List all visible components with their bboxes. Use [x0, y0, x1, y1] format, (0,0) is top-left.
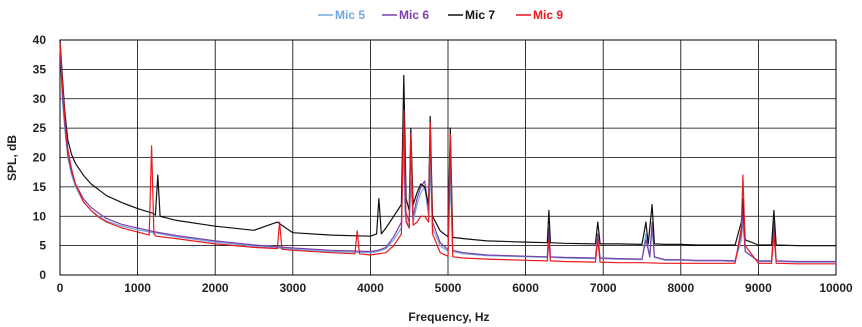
- x-tick-label: 7000: [590, 281, 617, 295]
- y-tick-label: 35: [33, 62, 47, 76]
- x-tick-label: 2000: [202, 281, 229, 295]
- legend-label: Mic 9: [533, 8, 563, 22]
- x-tick-label: 8000: [667, 281, 694, 295]
- x-tick-label: 1000: [124, 281, 151, 295]
- x-tick-label: 10000: [819, 281, 853, 295]
- x-tick-label: 4000: [357, 281, 384, 295]
- x-tick-label: 5000: [435, 281, 462, 295]
- x-axis-tick-labels: 0 1000 2000 3000 4000 5000 6000 7000 8000 9000 100…: [57, 281, 853, 295]
- y-tick-label: 25: [33, 121, 47, 135]
- y-tick-label: 15: [33, 180, 47, 194]
- y-tick-label: 40: [33, 33, 47, 47]
- series-line-mic-9: [59, 42, 836, 265]
- y-axis-label: SPL, dB: [5, 135, 19, 181]
- x-axis-label: Frequency, Hz: [408, 310, 489, 324]
- legend-item-mic-5: Mic 5: [318, 8, 365, 22]
- x-tick-label: 0: [57, 281, 64, 295]
- legend-item-mic-9: Mic 9: [516, 8, 563, 22]
- legend-label: Mic 5: [335, 8, 365, 22]
- y-axis-tick-labels: 0 5 10 15 20 25 30 35 40: [33, 33, 47, 282]
- x-tick-label: 6000: [512, 281, 539, 295]
- y-tick-label: 10: [33, 209, 47, 223]
- y-tick-label: 5: [39, 239, 46, 253]
- series-line-mic-6: [59, 45, 836, 263]
- x-tick-label: 9000: [745, 281, 772, 295]
- series-lines: [59, 39, 836, 265]
- x-tick-label: 3000: [279, 281, 306, 295]
- legend-label: Mic 7: [465, 8, 495, 22]
- legend-label: Mic 6: [399, 8, 429, 22]
- legend-item-mic-6: Mic 6: [382, 8, 429, 22]
- y-tick-label: 0: [39, 268, 46, 282]
- legend: Mic 5 Mic 6 Mic 7 Mic 9: [318, 8, 563, 22]
- y-tick-label: 20: [33, 151, 47, 165]
- y-tick-label: 30: [33, 92, 47, 106]
- plot-area-frame: [59, 39, 837, 276]
- legend-item-mic-7: Mic 7: [448, 8, 495, 22]
